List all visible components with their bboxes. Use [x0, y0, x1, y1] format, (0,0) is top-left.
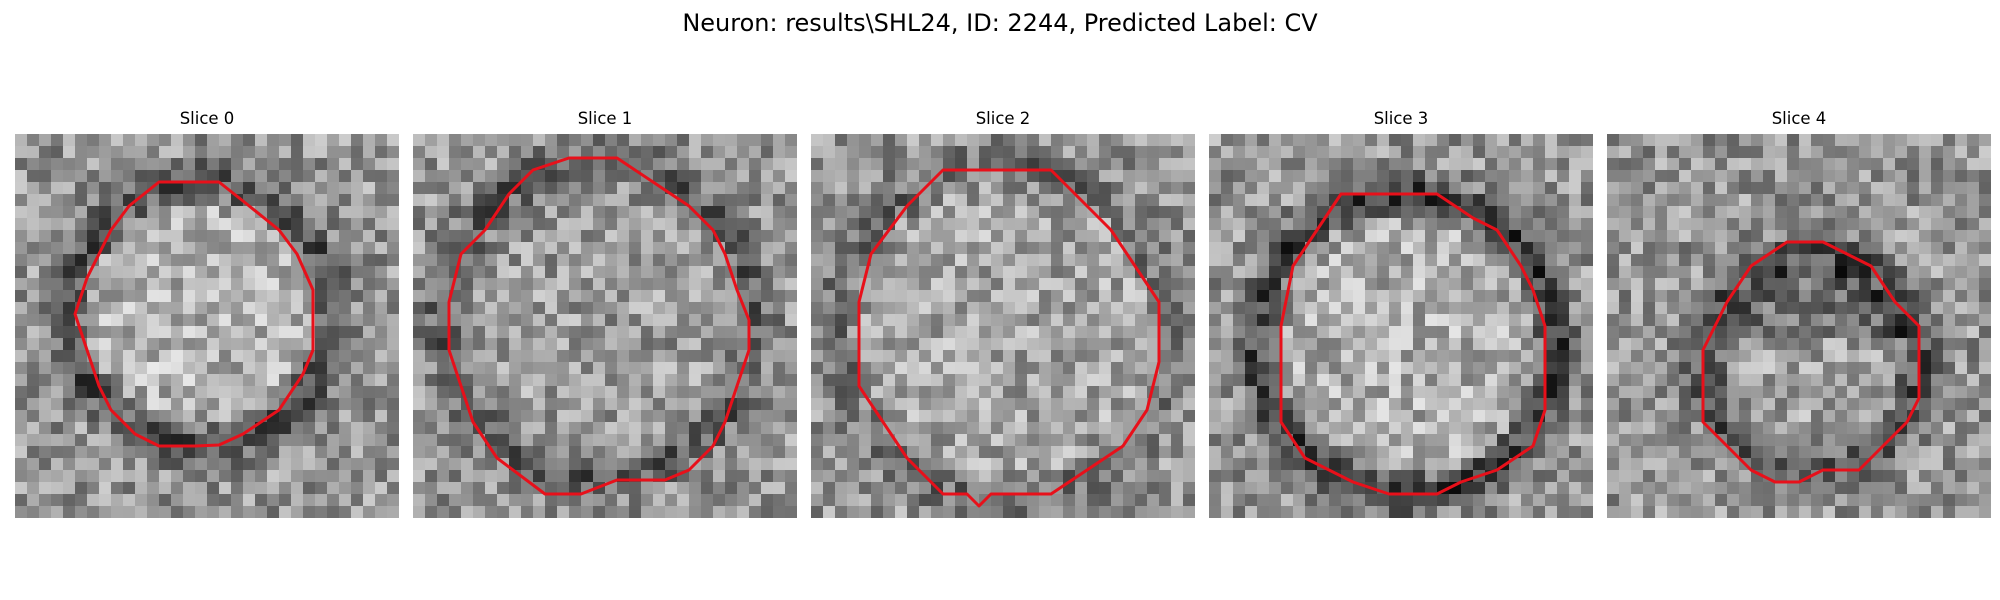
slice-image-2 — [811, 134, 1195, 518]
slice-panel-4: Slice 4 — [1607, 108, 1991, 518]
slice-title: Slice 3 — [1373, 109, 1429, 128]
slice-panel-1: Slice 1 — [413, 108, 797, 518]
slice-image-1 — [413, 134, 797, 518]
slice-title: Slice 1 — [577, 109, 633, 128]
contour-outline — [1701, 240, 1921, 484]
contour-outline — [73, 180, 315, 448]
slice-image-0 — [15, 134, 399, 518]
slice-panel-3: Slice 3 — [1209, 108, 1593, 518]
pixel-grid — [413, 134, 797, 518]
slice-image-4 — [1607, 134, 1991, 518]
contour-outline — [857, 168, 1161, 508]
slice-title: Slice 2 — [975, 109, 1031, 128]
slice-panel-2: Slice 2 — [811, 108, 1195, 518]
pixel-grid — [15, 134, 399, 518]
contour-outline — [447, 156, 751, 496]
slice-title: Slice 4 — [1771, 109, 1827, 128]
pixel-grid — [811, 134, 1195, 518]
contour-outline — [1279, 192, 1547, 496]
pixel-grid — [1607, 134, 1991, 518]
figure-title: Neuron: results\SHL24, ID: 2244, Predict… — [682, 9, 1318, 37]
slice-image-3 — [1209, 134, 1593, 518]
pixel-grid — [1209, 134, 1593, 518]
slice-title: Slice 0 — [179, 109, 235, 128]
slice-panel-0: Slice 0 — [15, 108, 399, 518]
